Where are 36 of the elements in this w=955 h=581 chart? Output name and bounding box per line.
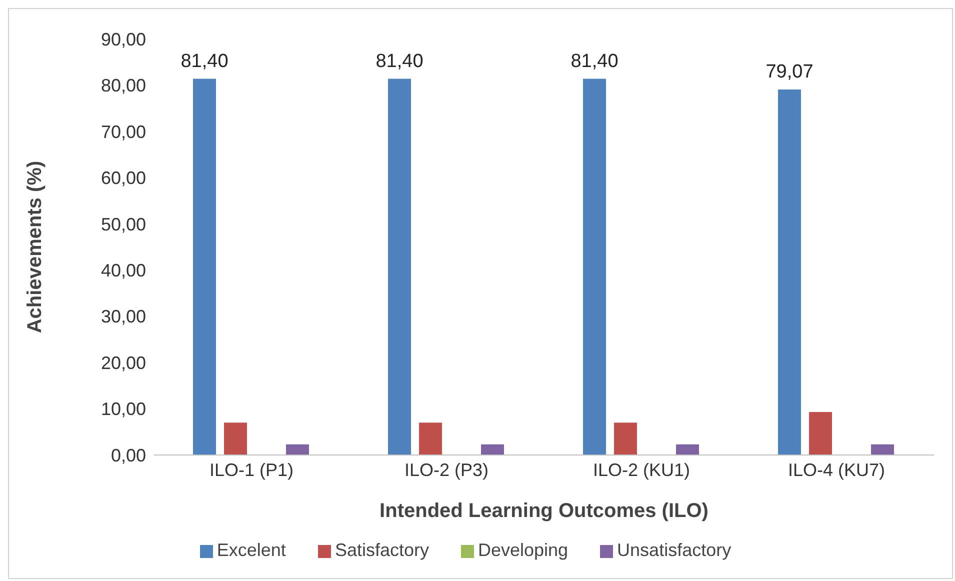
y-tick-label: 30,00 [100,306,146,327]
x-tick-label: ILO-1 (P1) [209,460,294,480]
y-tick-label: 10,00 [100,399,146,420]
bar [676,444,699,455]
bar [286,444,309,455]
y-tick-label: 60,00 [100,168,146,188]
y-axis-title: Achievements (%) [24,160,46,334]
y-tick-label: 90,00 [100,29,146,50]
x-tick-label: ILO-4 (KU7) [788,460,886,480]
y-tick-label: 50,00 [100,214,146,234]
x-tick-label: ILO-2 (KU1) [592,460,690,480]
y-tick-label: 20,00 [100,352,146,373]
y-tick-label: 70,00 [100,122,146,142]
legend-label: Satisfactory [334,540,429,560]
bar [614,422,637,455]
data-label: 79,07 [766,62,814,83]
x-tick-label: ILO-2 (P3) [404,460,489,480]
y-tick-label: 80,00 [100,76,146,96]
bar [871,444,894,455]
bar [193,78,216,455]
y-tick-label: 40,00 [100,260,146,280]
bar [809,412,832,455]
x-axis-title: Intended Learning Outcomes (ILO) [380,500,708,522]
bar [583,78,606,455]
bar [224,422,247,455]
legend-label: Developing [478,540,568,560]
bar [481,444,504,455]
data-label: 81,40 [180,50,228,72]
data-label: 81,40 [376,50,424,72]
data-label: 81,40 [570,50,618,72]
bar [388,78,411,455]
legend-label: Unsatisfactory [617,540,732,560]
bar [419,422,442,455]
legend-label: Excelent [216,540,286,560]
bar [778,90,801,455]
y-tick-label: 0,00 [110,445,146,466]
